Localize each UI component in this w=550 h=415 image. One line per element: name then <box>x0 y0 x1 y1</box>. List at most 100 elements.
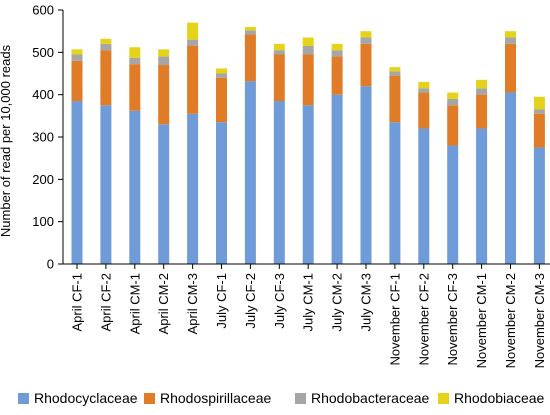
bar-segment <box>187 45 199 114</box>
bar-segment <box>389 71 401 76</box>
bar-segment <box>244 34 256 82</box>
bar-segment <box>129 110 141 265</box>
bars-layer <box>71 22 545 265</box>
bar-segment <box>129 64 141 111</box>
bar-segment <box>447 92 459 99</box>
bar-segment <box>360 86 372 264</box>
bar-segment <box>100 50 112 106</box>
x-tick-label: April CF-1 <box>70 273 85 332</box>
bar-segment <box>302 105 314 264</box>
bar-segment <box>418 128 430 264</box>
bar-segment <box>216 122 227 264</box>
bar-segment <box>273 101 285 265</box>
x-tick-label: July CF-3 <box>272 273 287 329</box>
y-tick-label: 400 <box>32 87 54 102</box>
bar-segment <box>331 43 343 51</box>
bar-segment <box>71 60 83 102</box>
x-tick-label: November CF-3 <box>445 273 460 365</box>
bar-segment <box>418 92 430 129</box>
bar-segment <box>216 73 227 78</box>
legend-swatch <box>144 393 155 404</box>
bar-segment <box>476 94 488 129</box>
bar-segment <box>216 77 227 123</box>
bar-segment <box>447 145 459 264</box>
y-tick-label: 100 <box>32 214 54 229</box>
legend-label: Rhodocyclaceae <box>34 390 138 406</box>
bar-segment <box>389 67 401 72</box>
bar-segment <box>244 81 256 265</box>
bar-segment <box>273 50 285 55</box>
bar-segment <box>533 109 545 114</box>
bar-segment <box>533 147 545 264</box>
bar-segment <box>129 47 141 58</box>
x-tick-label: July CF-1 <box>214 273 229 329</box>
x-tick-label: April CM-1 <box>127 273 142 334</box>
bar-segment <box>187 39 199 46</box>
bar-segment <box>331 94 343 265</box>
bar-segment <box>216 68 227 74</box>
y-tick-label: 500 <box>32 45 54 60</box>
bar-segment <box>360 37 372 44</box>
bar-segment <box>100 38 112 44</box>
bar-segment <box>389 122 401 264</box>
legend-swatch <box>295 393 306 404</box>
bar-segment <box>302 54 314 106</box>
bar-segment <box>533 96 545 110</box>
bar-segment <box>476 88 488 95</box>
bar-segment <box>447 105 459 146</box>
bar-segment <box>244 30 256 35</box>
bar-segment <box>331 56 343 95</box>
bar-segment <box>273 43 285 51</box>
bar-segment <box>100 105 112 264</box>
bar-segment <box>505 92 516 264</box>
bar-segment <box>100 43 112 51</box>
y-tick-label: 200 <box>32 172 54 187</box>
bar-segment <box>505 37 516 44</box>
bar-segment <box>447 98 459 106</box>
x-tick-label: November CF-2 <box>416 273 431 365</box>
bar-segment <box>129 57 141 65</box>
legend: Rhodocyclaceae Rhodospirillaceae Rhodobact… <box>18 390 545 406</box>
legend-swatch <box>18 393 29 404</box>
bar-segment <box>302 45 314 55</box>
bar-segment <box>418 81 430 89</box>
bar-segment <box>158 49 170 57</box>
x-tick-label: April CF-2 <box>98 273 113 332</box>
y-axis-title: Number of read per 10,000 reads <box>0 44 13 237</box>
y-ticks: 0 100 200 300 400 500 600 <box>32 3 63 272</box>
legend-swatch <box>438 393 449 404</box>
bar-segment <box>71 101 83 265</box>
x-tick-label: July CM-2 <box>330 273 345 332</box>
bar-segment <box>158 124 170 264</box>
x-tick-label: April CM-2 <box>156 273 171 334</box>
bar-segment <box>302 37 314 46</box>
bar-segment <box>418 88 430 93</box>
bar-segment <box>533 113 545 148</box>
bar-segment <box>71 54 83 61</box>
bar-segment <box>187 22 199 40</box>
bar-segment <box>476 128 488 264</box>
y-tick-label: 0 <box>47 257 54 272</box>
bar-segment <box>331 50 343 57</box>
x-tick-label: July CF-2 <box>243 273 258 329</box>
x-ticks: April CF-1 April CF-2 April CM-1 April CM-2… <box>70 264 547 368</box>
x-tick-label: November CM-2 <box>503 273 518 368</box>
x-tick-label: July CM-3 <box>359 273 374 332</box>
legend-label: Rhodobacteraceae <box>311 390 430 406</box>
bar-segment <box>505 43 516 93</box>
bar-segment <box>389 75 401 123</box>
x-tick-label: November CM-1 <box>474 273 489 368</box>
y-tick-label: 600 <box>32 3 54 18</box>
bar-segment <box>360 31 372 38</box>
y-tick-label: 300 <box>32 130 54 145</box>
bar-segment <box>187 113 199 264</box>
bar-segment <box>476 79 488 89</box>
bar-segment <box>71 49 83 55</box>
bar-segment <box>158 56 170 66</box>
bar-segment <box>158 65 170 125</box>
bar-segment <box>505 31 516 38</box>
bar-segment <box>360 43 372 87</box>
bar-segment <box>273 54 285 102</box>
